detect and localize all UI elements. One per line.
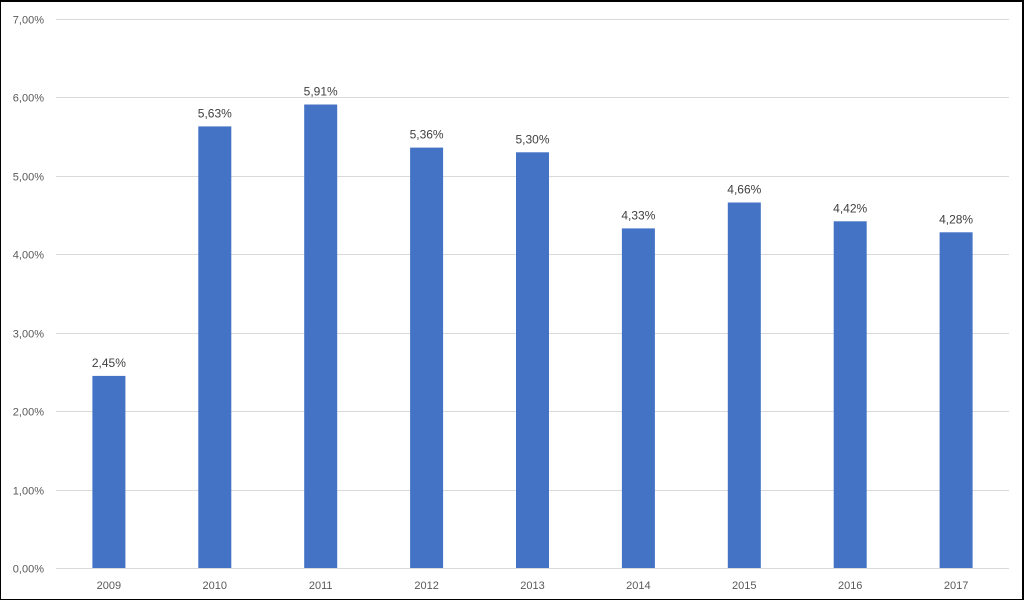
y-tick-label: 4,00% bbox=[13, 250, 44, 262]
bar-2013 bbox=[516, 152, 549, 569]
bar-2011 bbox=[304, 104, 338, 568]
y-tick-label: 2,00% bbox=[13, 407, 44, 419]
data-labels: 2,45% 5,63% 5,91% 5,36% 5,30% 4,33% 4,66% 4,42%… bbox=[92, 85, 974, 370]
x-tick-label-2014: 2014 bbox=[626, 580, 650, 592]
bar-2009 bbox=[92, 375, 126, 568]
x-tick-label-2015: 2015 bbox=[732, 580, 756, 592]
x-tick-label-2016: 2016 bbox=[838, 580, 862, 592]
bars bbox=[92, 104, 973, 569]
data-label-2010: 5,63% bbox=[198, 106, 232, 120]
y-tick-label: 3,00% bbox=[13, 329, 44, 341]
x-tick-label-2013: 2013 bbox=[520, 580, 544, 592]
data-label-2012: 5,36% bbox=[410, 128, 444, 142]
y-tick-label: 5,00% bbox=[13, 172, 44, 184]
bar-2010 bbox=[198, 126, 232, 569]
y-tick-label: 7,00% bbox=[13, 15, 44, 27]
bar-2016 bbox=[833, 221, 867, 569]
data-label-2009: 2,45% bbox=[92, 356, 126, 370]
data-label-2016: 4,42% bbox=[833, 201, 867, 215]
data-label-2015: 4,66% bbox=[727, 183, 761, 197]
data-label-2013: 5,30% bbox=[515, 132, 549, 146]
x-tick-label-2012: 2012 bbox=[414, 580, 438, 592]
y-axis-ticks: 0,00% 1,00% 2,00% 3,00% 4,00% 5,00% 6,00% 7,00% bbox=[13, 15, 44, 576]
bar-2017 bbox=[939, 232, 973, 569]
x-tick-label-2011: 2011 bbox=[309, 580, 333, 592]
x-tick-label-2010: 2010 bbox=[203, 580, 227, 592]
data-label-2017: 4,28% bbox=[939, 212, 973, 226]
data-label-2011: 5,91% bbox=[304, 85, 338, 99]
y-tick-label: 1,00% bbox=[13, 486, 44, 498]
y-tick-label: 0,00% bbox=[13, 564, 44, 576]
bar-2012 bbox=[410, 147, 444, 568]
x-axis-ticks: 2009 2010 2011 2012 2013 2014 2015 2016 2017 bbox=[97, 580, 969, 592]
x-tick-label-2017: 2017 bbox=[944, 580, 968, 592]
bar-2014 bbox=[621, 228, 655, 568]
y-tick-label: 6,00% bbox=[13, 93, 44, 105]
bar-2015 bbox=[727, 202, 761, 568]
x-tick-label-2009: 2009 bbox=[97, 580, 121, 592]
data-label-2014: 4,33% bbox=[621, 208, 655, 222]
